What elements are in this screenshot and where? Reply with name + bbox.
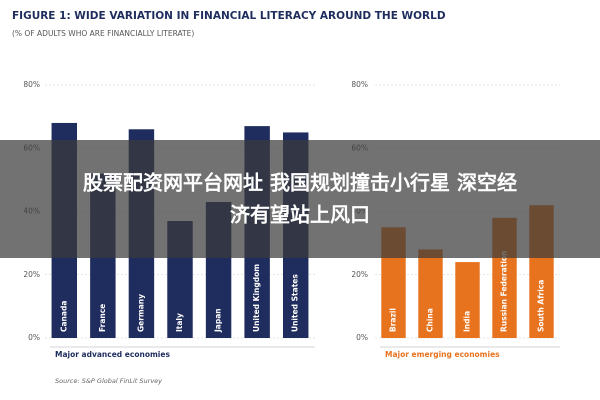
- category-label: Germany: [136, 294, 145, 332]
- category-label: South Africa: [537, 280, 546, 332]
- y-tick-label: 80%: [351, 80, 368, 89]
- banner-text: 股票配资网平台网址 我国规划撞击小行星 深空经: [83, 171, 517, 195]
- category-label: France: [98, 304, 107, 332]
- category-label: United Kingdom: [252, 264, 261, 332]
- y-tick-label: 0%: [28, 333, 40, 342]
- y-tick-label: 20%: [23, 270, 40, 279]
- category-label: Japan: [214, 308, 223, 333]
- category-label: Brazil: [389, 308, 398, 332]
- category-label: China: [426, 308, 435, 332]
- chart-subtitle: (% OF ADULTS WHO ARE FINANCIALLY LITERAT…: [12, 29, 194, 38]
- bar: [418, 249, 443, 338]
- group-label: Major emerging economies: [385, 350, 500, 359]
- chart-title: FIGURE 1: WIDE VARIATION IN FINANCIAL LI…: [12, 10, 446, 22]
- category-label: United States: [291, 274, 300, 332]
- banner-text: 济有望站上风口: [230, 203, 370, 227]
- bar: [455, 262, 480, 338]
- y-tick-label: 20%: [351, 270, 368, 279]
- category-label: India: [463, 311, 472, 332]
- category-label: Russian Federation: [500, 251, 509, 332]
- category-label: Canada: [59, 301, 68, 332]
- group-label: Major advanced economies: [55, 350, 170, 359]
- category-label: Italy: [175, 313, 184, 332]
- source: Source: S&P Global FinLit Survey: [55, 377, 162, 385]
- y-tick-label: 0%: [356, 333, 368, 342]
- banner: [0, 140, 600, 258]
- y-tick-label: 80%: [23, 80, 40, 89]
